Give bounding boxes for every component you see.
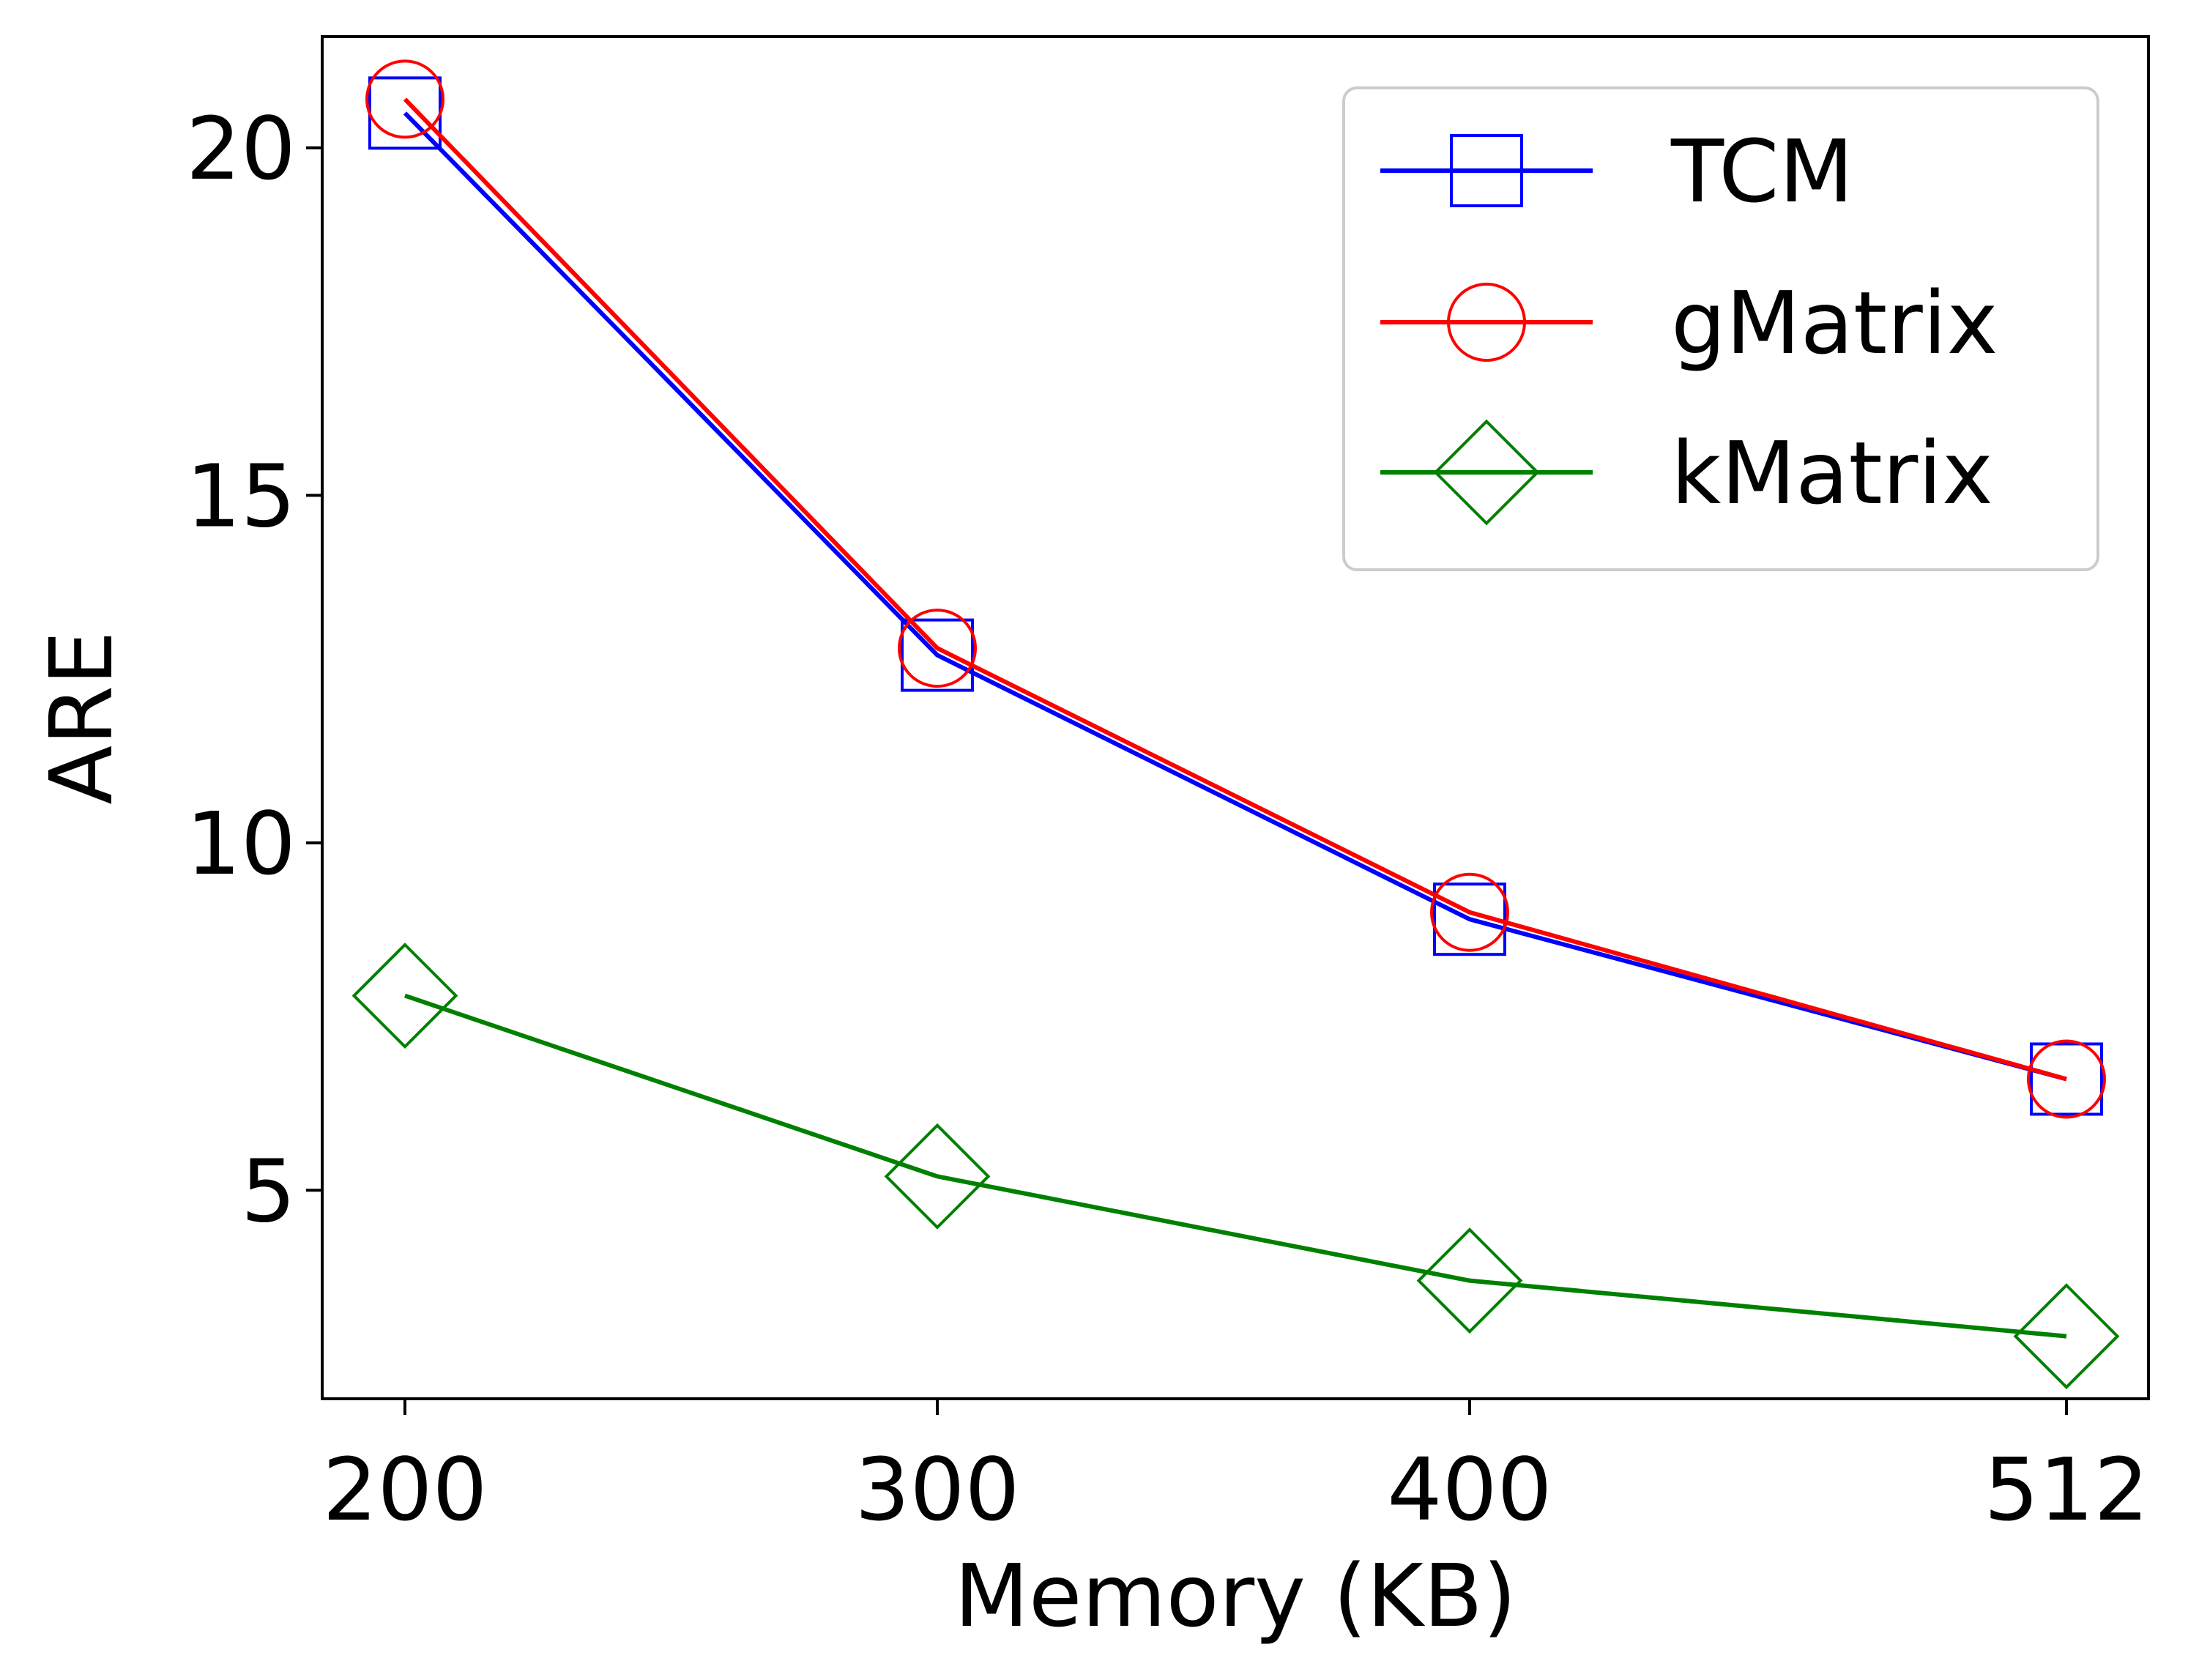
legend-label: kMatrix xyxy=(1671,423,1993,524)
legend-marker-square xyxy=(1450,134,1523,207)
y-tick-label: 10 xyxy=(186,793,296,894)
x-tick-label: 400 xyxy=(1387,1439,1552,1540)
y-tick-label: 15 xyxy=(186,445,296,546)
data-point-gMatrix xyxy=(1430,872,1509,952)
y-axis: 5 10 15 20 xyxy=(186,98,322,1241)
legend-marker-diamond xyxy=(1433,419,1540,526)
series-kMatrix xyxy=(351,943,2120,1390)
data-point-gMatrix xyxy=(365,59,444,139)
series-line-gMatrix xyxy=(403,97,2067,1082)
data-point-gMatrix xyxy=(898,609,977,688)
series-line-kMatrix xyxy=(404,993,2067,1339)
x-axis: 200 300 400 512 xyxy=(322,1399,2149,1540)
data-point-kMatrix xyxy=(884,1123,991,1230)
series-TCM xyxy=(368,76,2103,1116)
data-point-TCM xyxy=(901,618,974,692)
legend-item-gMatrix: gMatrix xyxy=(1380,272,1998,373)
data-point-gMatrix xyxy=(2027,1039,2106,1119)
data-point-kMatrix xyxy=(2013,1283,2120,1390)
legend-marker-circle xyxy=(1447,283,1526,362)
plot-area xyxy=(321,35,2150,1400)
data-point-TCM xyxy=(2030,1042,2103,1116)
y-tick-label: 5 xyxy=(241,1140,296,1241)
y-axis-label: ARE xyxy=(31,631,132,804)
legend-label: gMatrix xyxy=(1671,272,1998,373)
data-point-kMatrix xyxy=(1416,1227,1523,1334)
series-line-TCM xyxy=(403,111,2067,1082)
legend-item-kMatrix: kMatrix xyxy=(1380,419,1993,526)
axes-frame xyxy=(321,35,2150,1400)
x-axis-label: Memory (KB) xyxy=(954,1545,1517,1646)
x-tick-label: 200 xyxy=(322,1439,487,1540)
x-tick-label: 300 xyxy=(855,1439,1019,1540)
x-tick-label: 512 xyxy=(1984,1439,2148,1540)
series-gMatrix xyxy=(365,59,2106,1119)
data-point-kMatrix xyxy=(351,943,458,1049)
y-tick-label: 20 xyxy=(186,98,296,199)
legend: TCM gMatrix kMatrix xyxy=(1342,86,2099,571)
legend-label: TCM xyxy=(1670,121,1853,222)
data-point-TCM xyxy=(1433,882,1506,956)
legend-item-TCM: TCM xyxy=(1380,121,1853,222)
legend-box xyxy=(1342,86,2099,571)
